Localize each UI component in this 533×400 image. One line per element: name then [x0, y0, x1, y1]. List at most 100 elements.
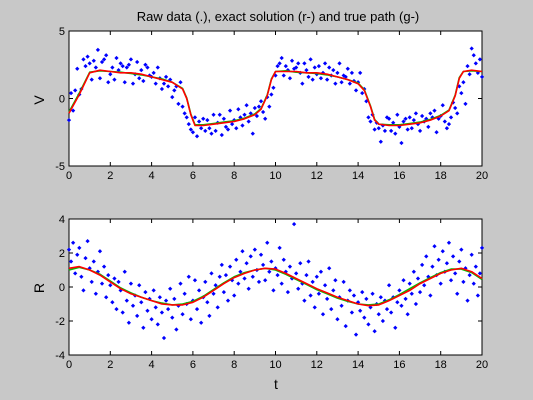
bottom-data-point: [168, 286, 173, 291]
bottom-data-point: [432, 244, 437, 249]
bottom-data-point: [475, 293, 480, 298]
bottom-data-point: [141, 325, 146, 330]
bottom-data-point: [335, 317, 340, 322]
bottom-data-point: [291, 221, 297, 227]
bottom-data-point: [347, 288, 352, 293]
bottom-data-point: [271, 288, 276, 293]
bottom-data-point: [327, 266, 332, 271]
bottom-data-point: [159, 310, 165, 315]
bottom-data-point: [265, 240, 270, 245]
top-data-point: [201, 116, 206, 121]
top-data-point: [196, 119, 202, 124]
bottom-data-point: [174, 327, 179, 332]
top-data-point: [99, 59, 105, 65]
top-data-point: [399, 140, 404, 146]
bottom-data-point: [395, 300, 400, 305]
bottom-data-point: [232, 293, 237, 298]
top-xtick-label: 16: [393, 170, 405, 182]
bottom-data-point: [329, 306, 334, 312]
top-data-point: [114, 55, 119, 61]
bottom-data-point: [75, 252, 80, 257]
bottom-data-point: [471, 281, 476, 286]
top-data-point: [87, 61, 92, 66]
top-data-point: [393, 131, 398, 136]
bottom-ytick-label: -4: [55, 350, 65, 362]
bottom-data-point: [358, 308, 363, 313]
bottom-data-point: [161, 335, 167, 341]
bottom-data-point: [306, 259, 311, 264]
top-data-point: [180, 104, 185, 109]
bottom-data-point: [455, 291, 460, 296]
bottom-data-point: [397, 288, 402, 293]
bottom-xtick-label: 4: [149, 359, 155, 371]
top-data-point: [110, 65, 115, 70]
bottom-data-point: [413, 301, 419, 307]
top-data-point: [108, 72, 113, 77]
bottom-data-point: [244, 261, 249, 266]
top-data-point: [118, 61, 123, 66]
bottom-xtick-label: 14: [352, 359, 364, 371]
top-data-point: [143, 62, 148, 67]
bottom-data-point: [151, 288, 156, 293]
top-data-point: [254, 113, 260, 119]
bottom-data-point: [467, 272, 472, 278]
bottom-plot-area: [68, 218, 483, 356]
bottom-data-point: [438, 281, 443, 286]
top-ytick-label: -5: [55, 161, 65, 173]
bottom-xtick-label: 0: [66, 359, 72, 371]
top-data-point: [225, 127, 231, 132]
top-data-point: [172, 88, 177, 93]
bottom-data-point: [419, 262, 425, 268]
bottom-data-point: [163, 298, 169, 303]
top-data-point: [250, 131, 255, 136]
bottom-data-point: [225, 298, 231, 303]
bottom-exact-solution-line: [68, 265, 483, 307]
bottom-data-point: [66, 247, 72, 252]
top-data-point: [163, 74, 169, 80]
bottom-data-point: [331, 288, 336, 293]
top-xtick-label: 0: [66, 170, 72, 182]
bottom-data-point: [325, 296, 330, 302]
bottom-data-point: [258, 252, 264, 257]
top-data-point: [104, 53, 109, 58]
bottom-data-point: [269, 259, 274, 264]
top-data-point: [230, 122, 235, 127]
bottom-data-point: [477, 271, 483, 276]
top-data-point: [252, 105, 257, 111]
bottom-data-point: [316, 291, 321, 296]
top-plot-area: [68, 30, 483, 167]
bottom-data-point: [223, 272, 229, 278]
top-data-point: [389, 128, 394, 134]
top-data-point: [165, 84, 171, 89]
top-data-point: [85, 54, 90, 59]
top-data-point: [203, 128, 208, 134]
top-data-point: [95, 47, 101, 53]
bottom-ticks: 0 2 4 6 8 10 12 14 16 18 20 -4 -2 0 2 4: [55, 214, 488, 371]
top-data-point: [93, 65, 98, 70]
bottom-data-point: [339, 303, 344, 308]
bottom-ylabel: R: [31, 283, 47, 293]
bottom-data-point: [248, 254, 253, 259]
bottom-data-point: [360, 289, 365, 295]
top-data-point: [192, 115, 198, 120]
bottom-data-point: [207, 313, 212, 319]
top-ytick-label: 5: [59, 26, 65, 38]
bottom-data-point: [85, 238, 90, 244]
top-data-point: [97, 76, 103, 81]
bottom-data-point: [260, 262, 266, 268]
bottom-data-point: [310, 279, 315, 285]
bottom-xtick-label: 20: [476, 359, 488, 371]
top-data-point: [223, 124, 229, 129]
bottom-data-point: [263, 278, 268, 283]
bottom-data-point: [192, 278, 198, 283]
bottom-data-point: [256, 279, 262, 285]
bottom-data-point: [448, 278, 454, 283]
top-data-point: [434, 130, 439, 135]
bottom-data-point: [384, 306, 390, 312]
bottom-data-point: [302, 298, 307, 303]
bottom-data-point: [353, 332, 359, 337]
top-data-point: [236, 107, 241, 112]
bottom-data-point: [405, 312, 410, 317]
bottom-xtick-label: 12: [311, 359, 323, 371]
